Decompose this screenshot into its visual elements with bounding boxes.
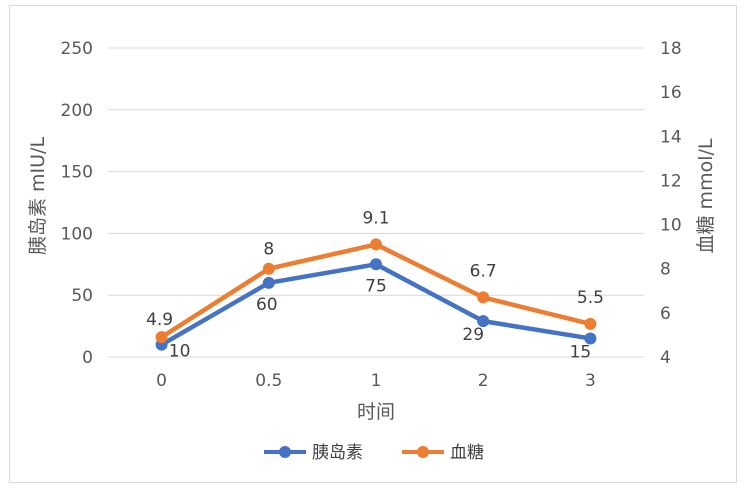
data-label-glucose: 9.1 [362, 208, 389, 228]
data-point-glucose [155, 331, 168, 344]
data-point-insulin [370, 258, 382, 271]
left-tick-label: 250 [61, 39, 93, 59]
data-point-insulin [477, 315, 490, 328]
series-group [155, 238, 597, 351]
right-tick-label: 8 [660, 260, 671, 280]
right-tick-label: 18 [660, 39, 682, 59]
x-tick-label: 1 [371, 371, 382, 391]
left-tick-label: 100 [61, 224, 93, 244]
x-tick-label: 3 [585, 371, 596, 391]
legend-item-insulin: 胰岛素 [264, 443, 363, 463]
data-label-glucose: 5.5 [577, 288, 604, 308]
left-tick-label: 0 [82, 348, 93, 368]
data-label-glucose: 8 [263, 240, 274, 260]
data-label-glucose: 4.9 [146, 310, 173, 330]
data-labels: 10 60 75 29 15 4.9 8 9.1 6.7 5.5 [146, 208, 604, 362]
data-label-insulin: 10 [169, 342, 191, 362]
gridlines [108, 47, 644, 358]
x-tick-label: 0 [156, 371, 167, 391]
data-point-glucose [370, 238, 382, 251]
data-point-glucose [477, 291, 490, 304]
right-axis-title: 血糖 mmol/L [695, 138, 717, 253]
data-point-glucose [262, 262, 275, 275]
legend-label-insulin: 胰岛素 [312, 443, 363, 463]
legend-marker-glucose [417, 446, 429, 458]
x-axis-title: 时间 [357, 401, 395, 423]
data-point-insulin [262, 276, 275, 289]
data-label-insulin: 60 [256, 295, 278, 315]
left-axis-title: 胰岛素 mIU/L [27, 137, 49, 255]
data-label-insulin: 29 [462, 325, 484, 345]
data-label-insulin: 15 [570, 342, 592, 362]
left-tick-label: 150 [61, 163, 93, 183]
right-tick-label: 16 [660, 83, 682, 103]
right-tick-label: 10 [660, 216, 682, 236]
legend-item-glucose: 血糖 [402, 443, 484, 463]
legend-label-glucose: 血糖 [450, 443, 484, 463]
left-tick-label: 50 [71, 286, 93, 306]
data-point-glucose [584, 317, 597, 330]
right-tick-label: 12 [660, 171, 682, 191]
data-label-insulin: 75 [365, 276, 387, 296]
x-tick-label: 2 [478, 371, 489, 391]
left-axis-ticks: 0 50 100 150 200 250 [61, 39, 93, 368]
right-axis-ticks: 4 6 8 10 12 14 16 18 [660, 39, 682, 368]
x-tick-label: 0.5 [255, 371, 282, 391]
left-tick-label: 200 [61, 101, 93, 121]
x-axis-ticks: 0 0.5 1 2 3 [156, 371, 596, 391]
right-tick-label: 4 [660, 348, 671, 368]
legend: 胰岛素 血糖 [264, 443, 484, 463]
right-tick-label: 6 [660, 304, 671, 324]
data-label-glucose: 6.7 [470, 261, 497, 281]
right-tick-label: 14 [660, 127, 682, 147]
data-point-insulin [584, 332, 597, 345]
legend-marker-insulin [279, 446, 291, 458]
